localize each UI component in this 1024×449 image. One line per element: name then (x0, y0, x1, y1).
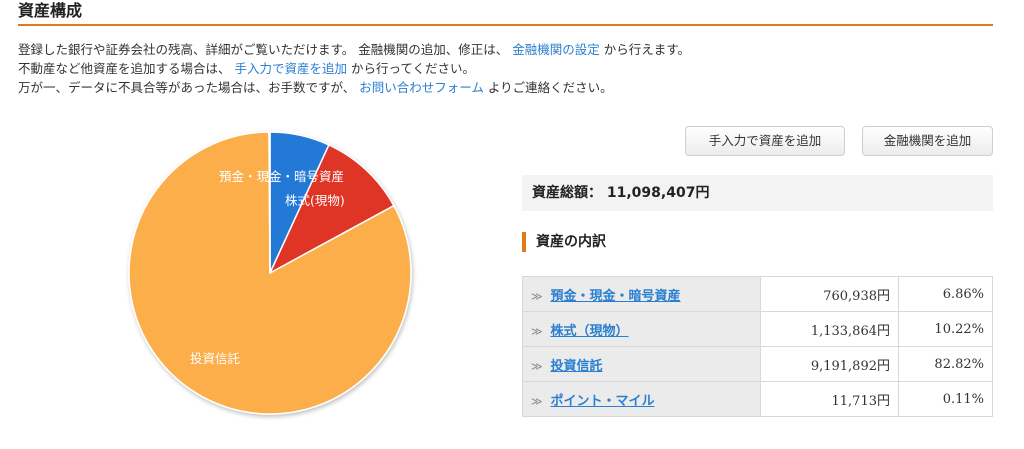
chevron-down-icon[interactable]: ≫ (531, 289, 543, 303)
chevron-down-icon[interactable]: ≫ (531, 394, 543, 408)
table-row: ≫ 株式（現物） 1,133,864円 10.22% (522, 311, 993, 347)
category-percent: 0.11% (898, 381, 993, 417)
table-row: ≫ 預金・現金・暗号資産 760,938円 6.86% (522, 276, 993, 312)
category-percent: 82.82% (898, 346, 993, 382)
pie-label-0: 預金・現金・暗号資産 (219, 169, 344, 184)
category-amount: 11,713円 (760, 381, 899, 417)
contact-form-link[interactable]: お問い合わせフォーム (359, 80, 484, 95)
description-text: から行ってください。 (351, 61, 476, 76)
total-assets-value: 11,098,407円 (606, 185, 710, 201)
category-amount: 9,191,892円 (760, 346, 899, 382)
description-text: 万が一、データに不具合等があった場合は、お手数ですが、 (18, 80, 356, 95)
pie-label-1: 株式(現物) (285, 193, 345, 208)
category-link-deposits[interactable]: 預金・現金・暗号資産 (550, 288, 681, 304)
total-assets-label: 資産総額： (532, 185, 602, 201)
description-line-3: 万が一、データに不具合等があった場合は、お手数ですが、 お問い合わせフォーム よりご… (18, 78, 1008, 97)
category-amount: 1,133,864円 (760, 311, 899, 347)
total-assets: 資産総額： 11,098,407円 (522, 175, 993, 211)
section-title: 資産構成 (18, 1, 83, 20)
category-link-points[interactable]: ポイント・マイル (550, 393, 655, 409)
category-link-funds[interactable]: 投資信託 (550, 358, 603, 374)
section-header: 資産構成 (18, 0, 993, 26)
description-text: から行えます。 (603, 42, 691, 57)
description-text: 登録した銀行や証券会社の残高、詳細がご覧いただけます。 金融機関の追加、修正は、 (18, 42, 509, 57)
chevron-down-icon[interactable]: ≫ (531, 324, 543, 338)
table-row: ≫ 投資信託 9,191,892円 82.82% (522, 346, 993, 382)
chevron-down-icon[interactable]: ≫ (531, 359, 543, 373)
pie-slice-3 (268, 131, 271, 274)
institution-settings-link[interactable]: 金融機関の設定 (512, 42, 600, 57)
description-text: 不動産など他資産を追加する場合は、 (18, 61, 231, 76)
category-percent: 6.86% (898, 276, 993, 312)
category-percent: 10.22% (898, 311, 993, 347)
pie-label-2: 投資信託 (190, 351, 241, 366)
table-row: ≫ ポイント・マイル 11,713円 0.11% (522, 381, 993, 417)
add-manual-asset-button[interactable]: 手入力で資産を追加 (685, 126, 845, 156)
category-link-stocks[interactable]: 株式（現物） (550, 323, 629, 339)
description: 登録した銀行や証券会社の残高、詳細がご覧いただけます。 金融機関の追加、修正は、… (18, 40, 1008, 97)
description-line-2: 不動産など他資産を追加する場合は、 手入力で資産を追加 から行ってください。 (18, 59, 1008, 78)
description-text: よりご連絡ください。 (487, 80, 613, 95)
add-institution-button[interactable]: 金融機関を追加 (862, 126, 993, 156)
pie-slice-1 (268, 143, 395, 275)
breakdown-table: ≫ 預金・現金・暗号資産 760,938円 6.86% ≫ 株式（現物） 1,133… (522, 276, 993, 417)
breakdown-title: 資産の内訳 (522, 232, 606, 252)
manual-asset-link[interactable]: 手入力で資産を追加 (234, 61, 348, 76)
category-amount: 760,938円 (760, 276, 899, 312)
description-line-1: 登録した銀行や証券会社の残高、詳細がご覧いただけます。 金融機関の追加、修正は、… (18, 40, 1008, 59)
